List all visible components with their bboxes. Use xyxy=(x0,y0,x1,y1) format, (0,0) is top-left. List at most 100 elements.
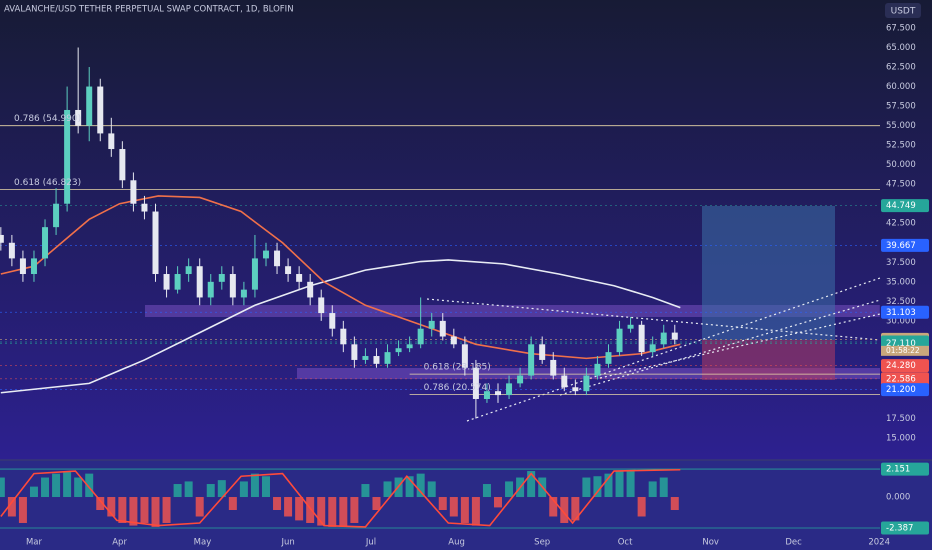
osc-bar xyxy=(7,497,16,517)
osc-bar xyxy=(151,497,160,527)
x-tick-label: Jun xyxy=(280,538,294,548)
osc-label: 2.151 xyxy=(886,465,910,475)
candle-body xyxy=(240,289,247,298)
unit-button-label[interactable]: USDT xyxy=(891,7,916,17)
x-tick-label: Mar xyxy=(26,538,43,548)
osc-bar xyxy=(560,497,569,523)
candle-body xyxy=(207,281,214,298)
y-tick-label: 52.500 xyxy=(886,141,916,151)
unit-button[interactable] xyxy=(885,3,921,18)
price-label-box xyxy=(881,238,929,252)
candle-body xyxy=(517,375,524,384)
candle-body xyxy=(417,328,424,345)
osc-bar xyxy=(239,481,248,498)
candle-body xyxy=(108,133,115,150)
osc-bar xyxy=(494,497,503,508)
y-tick-label: 17.500 xyxy=(886,414,916,424)
candle-body xyxy=(483,391,490,399)
y-tick-label: 32.500 xyxy=(886,297,916,307)
osc-bar xyxy=(659,477,668,498)
y-tick-label: 42.500 xyxy=(886,219,916,229)
candle-body xyxy=(638,324,645,353)
candle-body xyxy=(174,274,181,290)
candle-body xyxy=(130,180,137,204)
y-tick-label: 0.000 xyxy=(886,493,910,503)
target-box xyxy=(702,206,835,340)
osc-bar xyxy=(261,476,270,498)
candle-body xyxy=(296,274,303,282)
osc-bar xyxy=(471,497,480,526)
osc-bar xyxy=(140,497,149,523)
osc-bar xyxy=(383,481,392,498)
osc-bar xyxy=(648,481,657,498)
y-tick-label: 55.000 xyxy=(886,121,916,131)
candle-body xyxy=(561,375,568,388)
osc-bar xyxy=(29,486,38,498)
moving-average xyxy=(0,259,681,394)
osc-bar xyxy=(571,497,580,521)
x-tick-label: Apr xyxy=(112,538,127,548)
osc-bar xyxy=(670,497,679,510)
y-tick-label: 30.000 xyxy=(886,316,916,326)
candle-body xyxy=(30,258,37,275)
osc-bar xyxy=(162,497,171,523)
candle-body xyxy=(605,352,612,364)
price-label: 39.667 xyxy=(886,241,916,251)
osc-label-box xyxy=(881,521,929,535)
candle-body xyxy=(594,363,601,376)
candle-body xyxy=(660,332,667,345)
candle-body xyxy=(8,242,15,259)
y-tick-label: 15.000 xyxy=(886,434,916,444)
candle-body xyxy=(671,332,678,340)
candle-body xyxy=(362,356,369,360)
chart-title: AVALANCHE/USD TETHER PERPETUAL SWAP CONT… xyxy=(4,5,294,15)
osc-bar xyxy=(18,497,27,523)
fib-label: 0.618 (23.185) xyxy=(424,363,491,373)
osc-bar xyxy=(0,477,5,498)
x-tick-label: May xyxy=(194,538,212,548)
osc-line xyxy=(0,468,681,528)
y-tick-label: 67.500 xyxy=(886,23,916,33)
price-label: 44.749 xyxy=(886,201,916,211)
osc-bar xyxy=(527,471,536,498)
osc-bar xyxy=(228,497,237,510)
zone xyxy=(145,305,880,317)
zone xyxy=(297,368,880,379)
osc-bar xyxy=(328,497,337,527)
osc-bar xyxy=(626,471,635,498)
candle-body xyxy=(97,86,104,134)
candle-body xyxy=(19,258,26,275)
osc-bar xyxy=(637,497,646,517)
osc-bar xyxy=(505,481,514,498)
candle-body xyxy=(406,344,413,349)
candle-body xyxy=(329,313,336,329)
y-tick-label: 57.500 xyxy=(886,102,916,112)
osc-bar xyxy=(195,497,204,517)
candle-body xyxy=(64,109,71,204)
candle-body xyxy=(307,281,314,298)
candle-body xyxy=(42,227,49,259)
osc-bar xyxy=(339,497,348,527)
candle-body xyxy=(539,344,546,360)
price-label: 22.586 xyxy=(886,374,916,384)
fib-label: 0.618 (46.823) xyxy=(14,178,81,188)
osc-bar xyxy=(284,497,293,517)
osc-bar xyxy=(438,497,447,510)
price-label-box xyxy=(881,359,929,373)
candle-body xyxy=(572,387,579,392)
candle-body xyxy=(229,274,236,298)
price-label: 21.200 xyxy=(886,385,916,395)
osc-bar xyxy=(361,484,370,498)
osc-bar xyxy=(582,477,591,498)
candle-body xyxy=(649,344,656,353)
candle-body xyxy=(583,375,590,392)
candle-body xyxy=(196,266,203,298)
candle-body xyxy=(163,274,170,290)
x-tick-label: Nov xyxy=(702,538,719,548)
osc-bar xyxy=(460,497,469,523)
price-label: 27.110 xyxy=(886,339,916,349)
candle-body xyxy=(262,250,269,259)
osc-bar xyxy=(482,484,491,498)
candle-body xyxy=(141,203,148,212)
